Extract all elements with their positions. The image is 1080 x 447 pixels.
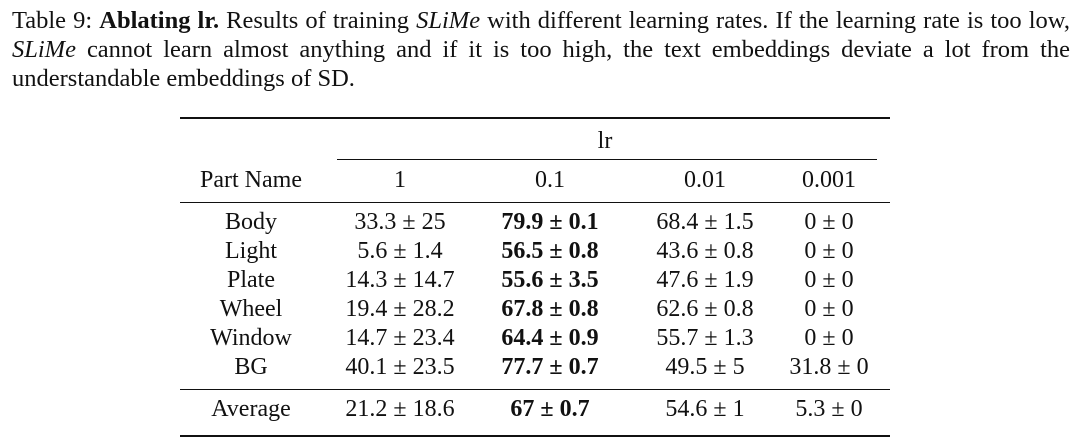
average-value-best: 67 ± 0.7: [510, 396, 590, 422]
value-cell: 31.8 ± 0: [789, 354, 869, 380]
caption-text-3: cannot learn almost anything and if it i…: [12, 36, 1071, 92]
col-header-lr-1: 1: [394, 167, 406, 193]
average-rule: [180, 389, 890, 391]
part-name-cell: Window: [210, 325, 292, 351]
value-cell: 5.6 ± 1.4: [357, 238, 443, 264]
value-cell: 33.3 ± 25: [354, 209, 446, 235]
value-cell: 43.6 ± 0.8: [656, 238, 754, 264]
caption-text-1: Results of training: [226, 7, 410, 34]
value-cell: 19.4 ± 28.2: [345, 296, 455, 322]
caption-title: Ablating lr.: [99, 7, 220, 34]
caption-text-2: with different learning rates. If the le…: [487, 7, 1071, 34]
part-name-cell: Body: [224, 209, 277, 235]
group-header-lr: lr: [597, 128, 613, 154]
part-name-cell: Light: [225, 238, 277, 264]
col-header-lr-0.01: 0.01: [684, 167, 726, 193]
value-cell: 49.5 ± 5: [665, 354, 745, 380]
average-label: Average: [211, 396, 291, 422]
header-rule: [180, 202, 890, 204]
value-cell-best: 79.9 ± 0.1: [501, 209, 599, 235]
bottom-rule: [180, 435, 890, 437]
value-cell: 0 ± 0: [804, 238, 854, 264]
group-cmidrule: [337, 159, 877, 161]
value-cell-best: 56.5 ± 0.8: [501, 238, 599, 264]
value-cell: 14.3 ± 14.7: [345, 267, 455, 293]
value-cell-best: 77.7 ± 0.7: [501, 354, 599, 380]
value-cell-best: 64.4 ± 0.9: [501, 325, 599, 351]
value-cell-best: 55.6 ± 3.5: [501, 267, 599, 293]
value-cell: 55.7 ± 1.3: [656, 325, 754, 351]
value-cell: 62.6 ± 0.8: [656, 296, 754, 322]
col-header-lr-0.001: 0.001: [802, 167, 856, 193]
caption-method-2: SLiMe: [12, 36, 76, 63]
value-cell: 40.1 ± 23.5: [345, 354, 455, 380]
part-name-cell: BG: [234, 354, 268, 380]
average-value: 21.2 ± 18.6: [345, 396, 455, 422]
value-cell: 68.4 ± 1.5: [656, 209, 754, 235]
col-header-part-name: Part Name: [200, 167, 302, 193]
average-value: 5.3 ± 0: [795, 396, 863, 422]
part-name-cell: Wheel: [219, 296, 283, 322]
value-cell: 14.7 ± 23.4: [345, 325, 455, 351]
value-cell: 0 ± 0: [804, 325, 854, 351]
value-cell-best: 67.8 ± 0.8: [501, 296, 599, 322]
value-cell: 0 ± 0: [804, 209, 854, 235]
caption-label: Table 9:: [12, 7, 93, 34]
top-rule: [180, 117, 890, 119]
value-cell: 0 ± 0: [804, 267, 854, 293]
value-cell: 47.6 ± 1.9: [656, 267, 754, 293]
col-header-lr-0.1: 0.1: [535, 167, 565, 193]
part-name-cell: Plate: [227, 267, 275, 293]
value-cell: 0 ± 0: [804, 296, 854, 322]
table-caption: Table 9: Ablating lr. Results of trainin…: [12, 6, 1070, 93]
caption-method-1: SLiMe: [416, 7, 481, 34]
average-value: 54.6 ± 1: [665, 396, 745, 422]
